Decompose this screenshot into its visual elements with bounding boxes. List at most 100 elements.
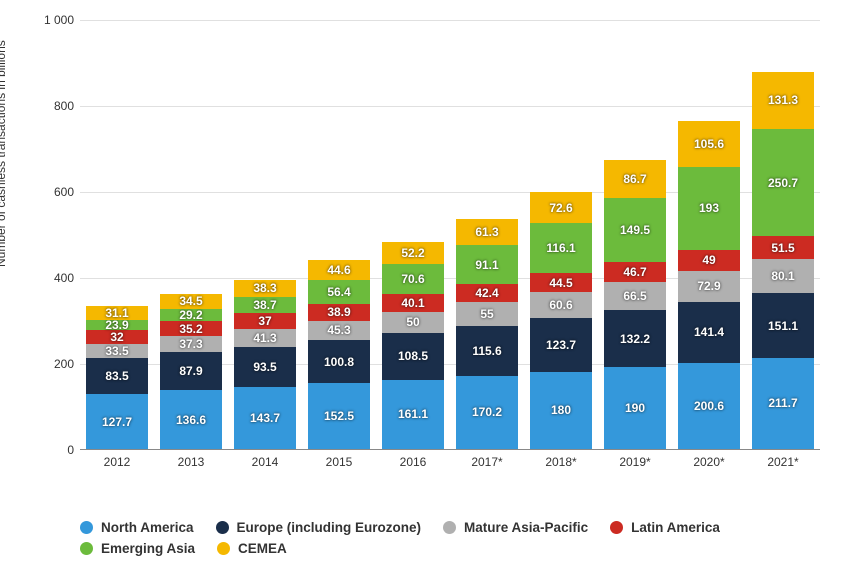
legend-item-latin_america[interactable]: Latin America bbox=[610, 520, 720, 535]
bar-segment-cemea[interactable]: 105.6 bbox=[678, 121, 740, 166]
bar-segment-europe[interactable]: 141.4 bbox=[678, 302, 740, 363]
bar-segment-label: 51.5 bbox=[771, 241, 794, 255]
bar-group: 136.6 87.9 37.335.229.234.5 bbox=[160, 294, 222, 449]
bar-segment-cemea[interactable]: 52.2 bbox=[382, 242, 444, 264]
bar-segment-label: 180 bbox=[551, 403, 571, 417]
bar-segment-mature_ap[interactable]: 72.9 bbox=[678, 271, 740, 302]
bar-segment-mature_ap[interactable]: 41.3 bbox=[234, 329, 296, 347]
bar-segment-latin_america[interactable]: 38.9 bbox=[308, 304, 370, 321]
bar-segment-label: 132.2 bbox=[620, 332, 650, 346]
bar-segment-label: 190 bbox=[625, 401, 645, 415]
bar-segment-europe[interactable]: 132.2 bbox=[604, 310, 666, 367]
bar-segment-mature_ap[interactable]: 55 bbox=[456, 302, 518, 326]
legend-item-north_america[interactable]: North America bbox=[80, 520, 194, 535]
bar-segment-mature_ap[interactable]: 45.3 bbox=[308, 321, 370, 340]
bar-segment-latin_america[interactable]: 51.5 bbox=[752, 236, 814, 258]
bar-segment-emerging_asia[interactable]: 23.9 bbox=[86, 320, 148, 330]
bar-segment-label: 37 bbox=[258, 314, 271, 328]
bar-segment-latin_america[interactable]: 44.5 bbox=[530, 273, 592, 292]
bar-segment-latin_america[interactable]: 35.2 bbox=[160, 321, 222, 336]
legend-item-europe[interactable]: Europe (including Eurozone) bbox=[216, 520, 422, 535]
bar-segment-europe[interactable]: 123.7 bbox=[530, 318, 592, 371]
bar-segment-cemea[interactable]: 34.5 bbox=[160, 294, 222, 309]
bar-segment-mature_ap[interactable]: 50 bbox=[382, 312, 444, 334]
bar-segment-north_america[interactable]: 136.6 bbox=[160, 390, 222, 449]
legend-item-cemea[interactable]: CEMEA bbox=[217, 541, 287, 556]
bar-segment-emerging_asia[interactable]: 116.1 bbox=[530, 223, 592, 273]
bar-segment-label: 72.6 bbox=[549, 201, 572, 215]
bar-segment-emerging_asia[interactable]: 91.1 bbox=[456, 245, 518, 284]
legend-item-mature_ap[interactable]: Mature Asia-Pacific bbox=[443, 520, 588, 535]
bar-segment-europe[interactable]: 83.5 bbox=[86, 358, 148, 394]
bar-segment-north_america[interactable]: 211.7 bbox=[752, 358, 814, 449]
bar-segment-label: 38.7 bbox=[253, 298, 276, 312]
bar-segment-cemea[interactable]: 131.3 bbox=[752, 72, 814, 128]
bar-segment-label: 44.5 bbox=[549, 276, 572, 290]
bar-segment-label: 127.7 bbox=[102, 415, 132, 429]
bar-segment-mature_ap[interactable]: 33.5 bbox=[86, 344, 148, 358]
legend-label: Emerging Asia bbox=[101, 541, 195, 556]
bar-segment-emerging_asia[interactable]: 250.7 bbox=[752, 129, 814, 237]
bar-segment-emerging_asia[interactable]: 56.4 bbox=[308, 280, 370, 304]
bar-segment-label: 152.5 bbox=[324, 409, 354, 423]
bar-segment-north_america[interactable]: 127.7 bbox=[86, 394, 148, 449]
bar-segment-latin_america[interactable]: 49 bbox=[678, 250, 740, 271]
bar-segment-label: 93.5 bbox=[253, 360, 276, 374]
legend-swatch bbox=[80, 521, 93, 534]
bar-segment-label: 29.2 bbox=[179, 308, 202, 322]
bar-segment-north_america[interactable]: 200.6 bbox=[678, 363, 740, 449]
bar-segment-cemea[interactable]: 38.3 bbox=[234, 280, 296, 296]
bar-segment-label: 87.9 bbox=[179, 364, 202, 378]
bar-segment-emerging_asia[interactable]: 149.5 bbox=[604, 198, 666, 262]
bar-segment-north_america[interactable]: 190 bbox=[604, 367, 666, 449]
bar-segment-europe[interactable]: 108.5 bbox=[382, 333, 444, 380]
bar-segment-mature_ap[interactable]: 37.3 bbox=[160, 336, 222, 352]
bar-segment-label: 66.5 bbox=[623, 289, 646, 303]
bar-segment-label: 105.6 bbox=[694, 137, 724, 151]
bar-segment-cemea[interactable]: 86.7 bbox=[604, 160, 666, 197]
bar-segment-label: 143.7 bbox=[250, 411, 280, 425]
legend-swatch bbox=[610, 521, 623, 534]
bar-segment-north_america[interactable]: 180 bbox=[530, 372, 592, 449]
bar-segment-emerging_asia[interactable]: 193 bbox=[678, 167, 740, 250]
bar-group: 127.7 83.533.53223.931.1 bbox=[86, 306, 148, 449]
bar-segment-mature_ap[interactable]: 66.5 bbox=[604, 282, 666, 311]
bar-segment-mature_ap[interactable]: 60.6 bbox=[530, 292, 592, 318]
bar-segment-cemea[interactable]: 44.6 bbox=[308, 260, 370, 279]
bar-segment-emerging_asia[interactable]: 29.2 bbox=[160, 309, 222, 322]
bar-segment-mature_ap[interactable]: 80.1 bbox=[752, 259, 814, 293]
bar-segment-cemea[interactable]: 72.6 bbox=[530, 192, 592, 223]
bar-segment-europe[interactable]: 151.1 bbox=[752, 293, 814, 358]
bar-segment-label: 41.3 bbox=[253, 331, 276, 345]
bar-segment-north_america[interactable]: 152.5 bbox=[308, 383, 370, 449]
x-tick-label: 2016 bbox=[400, 449, 427, 469]
legend-item-emerging_asia[interactable]: Emerging Asia bbox=[80, 541, 195, 556]
bar-segment-latin_america[interactable]: 37 bbox=[234, 313, 296, 329]
bar-segment-label: 32 bbox=[110, 330, 123, 344]
bar-segment-cemea[interactable]: 31.1 bbox=[86, 306, 148, 319]
bar-segment-north_america[interactable]: 161.1 bbox=[382, 380, 444, 449]
x-tick-label: 2021* bbox=[767, 449, 798, 469]
bar-segment-label: 44.6 bbox=[327, 263, 350, 277]
bar-segment-latin_america[interactable]: 42.4 bbox=[456, 284, 518, 302]
bar-segment-north_america[interactable]: 143.7 bbox=[234, 387, 296, 449]
legend-label: Latin America bbox=[631, 520, 720, 535]
bar-segment-latin_america[interactable]: 32 bbox=[86, 330, 148, 344]
x-tick-label: 2014 bbox=[252, 449, 279, 469]
bar-segment-europe[interactable]: 93.5 bbox=[234, 347, 296, 387]
y-tick-label: 1 000 bbox=[44, 13, 80, 27]
bar-segment-north_america[interactable]: 170.2 bbox=[456, 376, 518, 449]
bar-segment-europe[interactable]: 115.6 bbox=[456, 326, 518, 376]
bar-segment-label: 141.4 bbox=[694, 325, 724, 339]
bar-segment-cemea[interactable]: 61.3 bbox=[456, 219, 518, 245]
bar-segment-emerging_asia[interactable]: 70.6 bbox=[382, 264, 444, 294]
bar-segment-emerging_asia[interactable]: 38.7 bbox=[234, 297, 296, 314]
bar-segment-latin_america[interactable]: 40.1 bbox=[382, 294, 444, 311]
bar-segment-label: 56.4 bbox=[327, 285, 350, 299]
bar-segment-europe[interactable]: 87.9 bbox=[160, 352, 222, 390]
bar-segment-label: 250.7 bbox=[768, 176, 798, 190]
bar-segment-europe[interactable]: 100.8 bbox=[308, 340, 370, 383]
bar-group: 190 132.2 66.5 46.7149.586.7 bbox=[604, 160, 666, 449]
legend-label: Europe (including Eurozone) bbox=[237, 520, 422, 535]
bar-segment-latin_america[interactable]: 46.7 bbox=[604, 262, 666, 282]
